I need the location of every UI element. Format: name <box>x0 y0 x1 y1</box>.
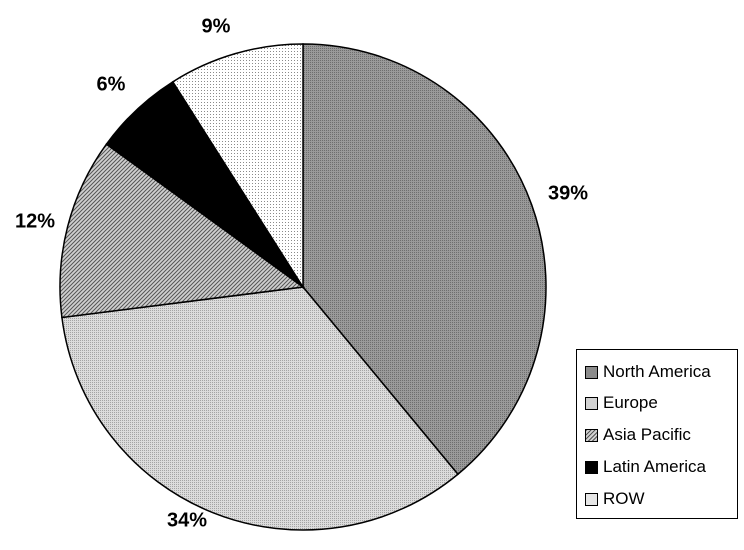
legend-label: ROW <box>603 489 645 508</box>
legend-item-europe: Europe <box>585 391 658 415</box>
legend-item-latin-america: Latin America <box>585 455 706 479</box>
legend-item-north-america: North America <box>585 360 711 384</box>
legend-swatch <box>585 396 598 410</box>
data-label: 39% <box>548 182 588 204</box>
pie-slice-north-america <box>302 43 547 476</box>
legend-item-asia-pacific: Asia Pacific <box>585 423 691 447</box>
data-label: 12% <box>15 210 55 232</box>
data-label: 6% <box>97 73 126 95</box>
legend: North America Europe Asia Pacific Latin … <box>576 349 738 519</box>
legend-label: Europe <box>603 393 658 412</box>
legend-swatch <box>585 460 598 474</box>
legend-swatch <box>585 365 598 379</box>
data-label: 34% <box>167 509 207 531</box>
legend-label: North America <box>603 362 711 381</box>
data-label: 9% <box>202 15 231 37</box>
legend-swatch <box>585 492 598 506</box>
legend-label: Latin America <box>603 457 706 476</box>
legend-item-row: ROW <box>585 487 645 511</box>
pie-slice-asia-pacific <box>59 143 305 319</box>
legend-swatch <box>585 428 598 442</box>
pie-slice-europe <box>61 286 459 531</box>
legend-label: Asia Pacific <box>603 425 691 444</box>
pie-slice-row <box>171 43 304 290</box>
